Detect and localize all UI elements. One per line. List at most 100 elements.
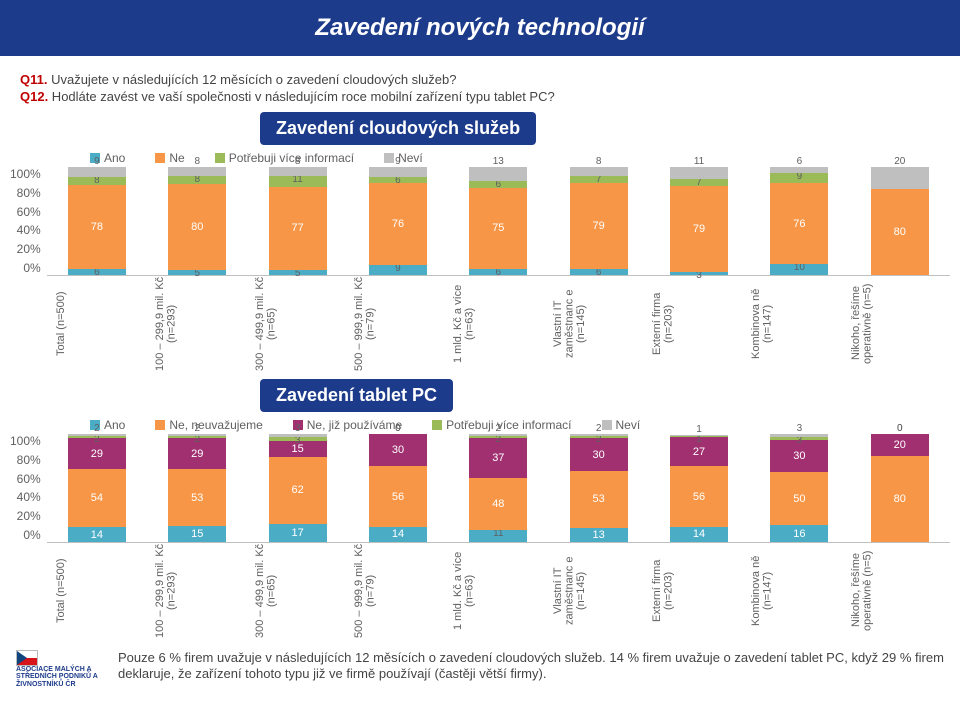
stacked-bar: 675613 xyxy=(469,167,527,275)
bar-column: 107696 xyxy=(749,167,849,275)
bar-value: 76 xyxy=(369,218,427,230)
xlabel: 100 – 299,9 mil. Kč (n=293) xyxy=(155,543,254,642)
bar-value: 8 xyxy=(269,156,327,167)
bar-column: 0802000 xyxy=(850,434,950,542)
bar-segment: 2 xyxy=(469,436,527,438)
header-band: Zavedení nových technologií xyxy=(0,0,960,56)
bar-segment: 80 xyxy=(871,456,929,542)
chart1-yaxis: 100%80%60%40%20%0% xyxy=(10,167,47,275)
bar-segment: 9 xyxy=(369,265,427,275)
bar-segment: 8 xyxy=(570,167,628,176)
bar-segment: 5 xyxy=(168,270,226,275)
stacked-bar: 379711 xyxy=(670,167,728,275)
bar-segment: 8 xyxy=(269,167,327,176)
chart1-xaxis: Total (n=500)100 – 299,9 mil. Kč (n=293)… xyxy=(56,276,950,375)
ytick: 40% xyxy=(17,223,41,237)
stacked-bar: 15532922 xyxy=(168,434,226,542)
ytick: 100% xyxy=(10,167,41,181)
bar-value: 2 xyxy=(570,423,628,434)
bar-value: 0 xyxy=(871,423,929,434)
bar-segment: 14 xyxy=(68,527,126,542)
bar-value: 29 xyxy=(68,448,126,460)
footer-text: Pouze 6 % firem uvažuje v následujících … xyxy=(118,650,944,683)
questions: Q11. Uvažujete v následujících 12 měsící… xyxy=(0,64,960,108)
subheader-tablet: Zavedení tablet PC xyxy=(260,379,453,412)
footer: ASOCIACE MALÝCH A STŘEDNÍCH PODNIKŮ A ŽI… xyxy=(0,642,960,688)
bar-value: 62 xyxy=(269,484,327,496)
xlabel: Vlastní IT zaměstnanc e (n=145) xyxy=(553,276,652,375)
bar-segment: 78 xyxy=(68,185,126,268)
bar-column: 675613 xyxy=(448,167,548,275)
bar-value: 80 xyxy=(168,221,226,233)
legend-swatch xyxy=(155,420,165,430)
bar-segment: 2 xyxy=(570,436,628,438)
bar-segment: 6 xyxy=(570,269,628,275)
bar-segment: 6 xyxy=(369,177,427,183)
bar-value: 54 xyxy=(68,492,126,504)
bar-column: 14542922 xyxy=(47,434,147,542)
stacked-bar: 577118 xyxy=(269,167,327,275)
bar-value: 6 xyxy=(770,156,828,167)
chart2-plot: 1454292215532922176215331456300011483722… xyxy=(47,434,950,543)
bar-column: 67889 xyxy=(47,167,147,275)
bar-segment: 9 xyxy=(369,167,427,177)
bar-value: 2 xyxy=(469,423,527,434)
bar-value: 3 xyxy=(269,423,327,434)
stacked-bar: 107696 xyxy=(770,167,828,275)
chart2: 100%80%60%40%20%0% 145429221553292217621… xyxy=(10,434,950,543)
bar-value: 77 xyxy=(269,222,327,234)
ytick: 20% xyxy=(17,242,41,256)
ytick: 20% xyxy=(17,509,41,523)
bar-value: 79 xyxy=(670,223,728,235)
bar-segment: 7 xyxy=(670,179,728,187)
bar-segment: 80 xyxy=(168,184,226,270)
bar-value: 13 xyxy=(570,529,628,541)
bar-segment: 79 xyxy=(570,183,628,268)
stacked-bar: 14563000 xyxy=(369,434,427,542)
ytick: 100% xyxy=(10,434,41,448)
bar-segment: 6 xyxy=(469,181,527,187)
bar-value: 56 xyxy=(670,491,728,503)
bar-segment: 53 xyxy=(570,471,628,528)
ytick: 0% xyxy=(23,261,40,275)
bar-segment: 17 xyxy=(269,524,327,542)
bar-value: 29 xyxy=(168,448,226,460)
bar-segment: 56 xyxy=(670,466,728,526)
xlabel: Kombinova ně (n=147) xyxy=(751,543,850,642)
bar-segment: 1 xyxy=(670,436,728,437)
bar-value: 50 xyxy=(770,493,828,505)
bar-segment: 2 xyxy=(168,436,226,438)
bar-segment: 3 xyxy=(269,434,327,437)
ytick: 40% xyxy=(17,490,41,504)
bar-segment: 11 xyxy=(469,530,527,542)
bar-segment: 54 xyxy=(68,469,126,527)
xlabel: 1 mld. Kč a více (n=63) xyxy=(453,276,552,375)
xlabel: 500 – 999,9 mil. Kč (n=79) xyxy=(354,276,453,375)
bar-column: 16503033 xyxy=(749,434,849,542)
bar-segment: 8 xyxy=(168,167,226,176)
bar-value: 14 xyxy=(670,528,728,540)
bar-segment: 50 xyxy=(770,472,828,525)
xlabel: 100 – 299,9 mil. Kč (n=293) xyxy=(155,276,254,375)
stacked-bar: 080020 xyxy=(871,167,929,275)
bar-segment: 76 xyxy=(369,183,427,265)
bar-segment: 5 xyxy=(269,270,327,275)
bar-segment: 20 xyxy=(871,434,929,456)
bar-value: 2 xyxy=(168,423,226,434)
bar-segment: 56 xyxy=(369,466,427,526)
q11: Q11. Uvažujete v následujících 12 měsící… xyxy=(20,72,940,87)
bar-column: 379711 xyxy=(649,167,749,275)
bar-segment: 3 xyxy=(670,272,728,275)
bar-value: 0 xyxy=(369,423,427,434)
xlabel: Nikoho, řešíme operativně (n=5) xyxy=(851,543,950,642)
bar-segment: 77 xyxy=(269,187,327,269)
bar-value: 30 xyxy=(369,444,427,456)
bar-value: 75 xyxy=(469,222,527,234)
bar-value: 2 xyxy=(68,423,126,434)
bar-column: 58088 xyxy=(147,167,247,275)
stacked-bar: 97669 xyxy=(369,167,427,275)
bar-value: 8 xyxy=(168,156,226,167)
stacked-bar: 16503033 xyxy=(770,434,828,542)
bar-column: 97669 xyxy=(348,167,448,275)
logo-text: ASOCIACE MALÝCH A STŘEDNÍCH PODNIKŮ A ŽI… xyxy=(16,666,106,688)
